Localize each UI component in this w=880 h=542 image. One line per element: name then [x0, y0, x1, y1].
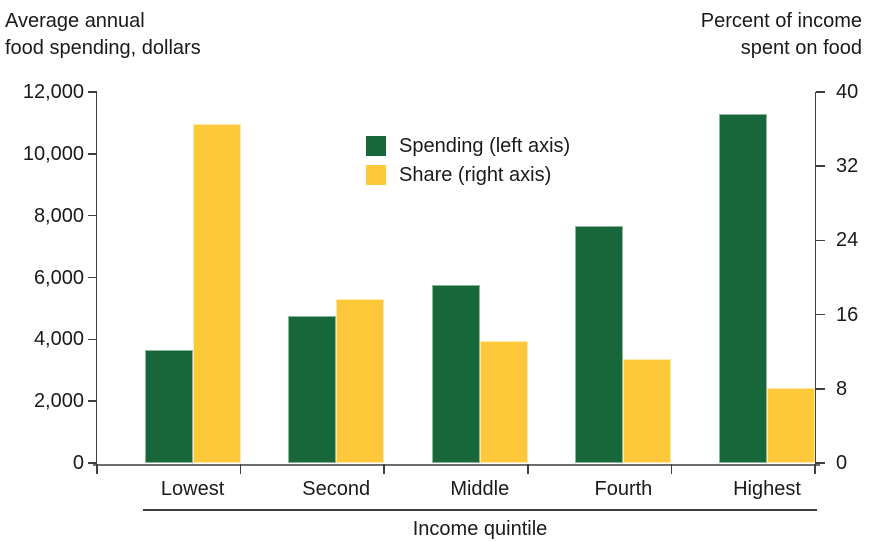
left-axis-tick-label: 6,000: [33, 266, 84, 289]
x-axis-tick: [96, 464, 98, 474]
left-axis-tick-label: 12,000: [22, 81, 84, 103]
bar-spending-second: [288, 316, 337, 463]
right-axis-tick-label: 8: [836, 377, 848, 400]
bar-spending-middle: [431, 285, 480, 463]
right-axis-tick-label: 0: [836, 452, 848, 474]
right-axis-tick: [816, 388, 825, 390]
category-label-fourth: Fourth: [594, 478, 653, 500]
left-axis-tick: [88, 338, 97, 341]
legend: Spending (left axis) Share (right axis): [366, 134, 571, 194]
legend-item-spending: Spending (left axis): [366, 134, 571, 157]
category-label-lowest: Lowest: [160, 478, 225, 500]
left-axis-title: Average annual food spending, dollars: [5, 8, 201, 62]
left-axis-line: [95, 92, 97, 466]
category-label-middle: Middle: [450, 478, 510, 500]
x-axis-tick: [670, 464, 673, 474]
right-axis-tick-label: 24: [836, 229, 859, 252]
left-axis-tick-label: 10,000: [22, 142, 84, 165]
x-axis-tick: [527, 464, 529, 474]
right-axis-title-line1: Percent of income: [700, 10, 862, 32]
right-axis-tick-label: 40: [836, 81, 859, 103]
left-axis-title-line2: food spending, dollars: [5, 37, 201, 59]
left-axis-tick-label: 4,000: [33, 328, 84, 351]
bar-share-middle: [479, 341, 528, 463]
left-axis-title-line1: Average annual: [5, 10, 145, 32]
bar-spending-highest: [719, 114, 767, 463]
right-axis-tick: [816, 313, 825, 316]
x-axis-tick: [239, 464, 242, 474]
right-axis-tick: [816, 165, 825, 167]
right-axis-tick: [816, 91, 825, 93]
left-axis-tick-label: 0: [72, 452, 84, 474]
legend-item-share: Share (right axis): [366, 163, 570, 186]
bar-share-lowest: [192, 123, 241, 463]
category-label-second: Second: [302, 478, 371, 500]
x-axis-line: [93, 464, 820, 466]
right-axis-tick-label: 16: [836, 303, 859, 326]
legend-swatch-spending: [366, 136, 386, 156]
category-label-highest: Highest: [733, 478, 801, 500]
left-axis-tick: [88, 462, 97, 464]
left-axis-tick: [88, 91, 97, 93]
x-axis-tick: [814, 464, 816, 474]
category-axis-underline: [143, 509, 817, 511]
bar-spending-fourth: [575, 226, 624, 463]
right-axis-tick-label: 32: [836, 155, 859, 178]
left-axis-tick: [88, 214, 97, 217]
legend-label-share: Share (right axis): [399, 163, 552, 186]
bar-share-highest: [767, 387, 815, 463]
legend-swatch-share: [366, 165, 386, 185]
left-axis-tick: [88, 400, 97, 402]
x-axis-tick: [383, 464, 385, 474]
left-axis-tick-label: 8,000: [33, 204, 84, 227]
bar-spending-lowest: [144, 349, 193, 463]
right-axis-tick: [816, 239, 825, 242]
bar-share-second: [336, 298, 385, 463]
right-axis-title: Percent of income spent on food: [701, 8, 862, 62]
left-axis-tick-label: 2,000: [33, 390, 84, 413]
right-axis-line: [814, 92, 816, 466]
right-axis-tick: [816, 462, 825, 464]
right-axis-title-line2: spent on food: [740, 37, 862, 59]
bar-share-fourth: [623, 359, 672, 463]
x-axis-title: Income quintile: [412, 518, 548, 540]
legend-label-spending: Spending (left axis): [399, 134, 571, 157]
left-axis-tick: [88, 153, 97, 155]
left-axis-tick: [88, 276, 97, 279]
